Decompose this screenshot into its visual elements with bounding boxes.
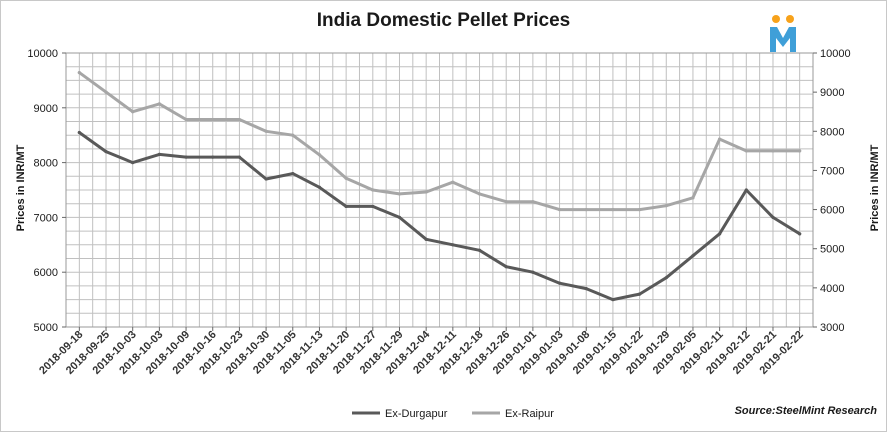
data-point-ex-durgapur xyxy=(131,161,135,165)
data-point-ex-raipur xyxy=(371,188,375,192)
data-point-ex-durgapur xyxy=(771,215,775,219)
data-point-ex-durgapur xyxy=(451,243,455,247)
steelmint-logo-icon xyxy=(770,15,796,52)
data-point-ex-raipur xyxy=(557,207,562,212)
data-point-ex-durgapur xyxy=(317,185,322,189)
data-point-ex-durgapur xyxy=(291,171,295,176)
y-right-tick-label: 6000 xyxy=(820,205,844,217)
series-line-ex-durgapur xyxy=(77,131,802,302)
data-point-ex-raipur xyxy=(424,190,428,194)
legend-label: Ex-Raipur xyxy=(505,408,554,420)
source-note: Source:SteelMint Research xyxy=(734,405,877,417)
y-left-tick-label: 9000 xyxy=(34,103,58,115)
data-point-ex-durgapur xyxy=(611,298,615,302)
y-axis-left-title: Prices in INR/MT xyxy=(15,144,27,231)
y-right-tick-label: 5000 xyxy=(820,244,844,256)
data-point-ex-durgapur xyxy=(664,276,668,280)
data-point-ex-durgapur xyxy=(744,188,748,192)
data-point-ex-durgapur xyxy=(531,270,535,274)
y-right-tick-label: 7000 xyxy=(820,165,844,177)
y-axis-right: 3000 4000 5000 6000 7000 8000 9000 10000 xyxy=(813,48,851,334)
data-point-ex-durgapur xyxy=(477,248,482,252)
data-point-ex-raipur xyxy=(157,102,161,106)
data-point-ex-durgapur xyxy=(584,287,588,291)
legend-label: Ex-Durgapur xyxy=(385,408,448,420)
data-point-ex-raipur xyxy=(264,129,268,133)
grid-lines xyxy=(65,52,814,328)
data-point-ex-raipur xyxy=(611,207,615,212)
data-point-ex-durgapur xyxy=(424,237,428,241)
data-point-ex-raipur xyxy=(798,149,802,153)
data-point-ex-raipur xyxy=(237,117,242,122)
series-line-ex-raipur xyxy=(77,71,802,212)
data-point-ex-durgapur xyxy=(637,292,642,296)
data-point-ex-durgapur xyxy=(344,204,348,209)
data-point-ex-raipur xyxy=(477,192,482,196)
y-left-tick-label: 5000 xyxy=(34,322,58,334)
data-point-ex-raipur xyxy=(451,180,455,184)
data-point-ex-raipur xyxy=(397,192,402,196)
y-left-tick-label: 8000 xyxy=(34,158,58,170)
y-right-tick-label: 8000 xyxy=(820,126,844,138)
y-left-tick-label: 6000 xyxy=(34,267,58,279)
data-point-ex-raipur xyxy=(317,153,322,157)
y-right-tick-label: 9000 xyxy=(820,87,844,99)
data-point-ex-durgapur xyxy=(798,232,802,236)
data-point-ex-durgapur xyxy=(718,232,722,236)
data-point-ex-durgapur xyxy=(557,281,562,285)
data-point-ex-raipur xyxy=(718,137,722,141)
data-point-ex-raipur xyxy=(291,133,295,137)
data-point-ex-raipur xyxy=(691,196,695,200)
data-point-ex-raipur xyxy=(211,117,215,122)
series-lines xyxy=(77,70,802,302)
data-point-ex-durgapur xyxy=(691,254,695,258)
y-left-tick-label: 7000 xyxy=(34,212,58,224)
plot-area-border xyxy=(65,52,814,328)
data-point-ex-raipur xyxy=(664,204,668,208)
chart-title: India Domestic Pellet Prices xyxy=(316,10,571,31)
data-point-ex-durgapur xyxy=(104,150,108,154)
legend: Ex-Durgapur Ex-Raipur xyxy=(352,408,554,420)
y-axis-left: 5000 6000 7000 8000 9000 10000 xyxy=(27,48,66,334)
data-point-ex-raipur xyxy=(504,200,508,204)
data-point-ex-raipur xyxy=(744,149,748,153)
data-point-ex-durgapur xyxy=(184,155,188,159)
data-point-ex-raipur xyxy=(344,176,348,180)
data-point-ex-raipur xyxy=(771,149,775,153)
y-right-tick-label: 10000 xyxy=(820,48,851,60)
data-point-ex-durgapur xyxy=(77,130,81,135)
data-point-ex-raipur xyxy=(131,110,135,114)
data-point-ex-durgapur xyxy=(371,204,375,209)
data-point-ex-raipur xyxy=(184,117,188,122)
y-right-tick-label: 3000 xyxy=(820,322,844,334)
data-point-ex-raipur xyxy=(77,70,81,75)
y-axis-right-title: Prices in INR/MT xyxy=(869,144,881,231)
data-point-ex-raipur xyxy=(637,207,642,212)
data-point-ex-durgapur xyxy=(264,177,268,181)
y-right-tick-label: 4000 xyxy=(820,283,844,295)
data-point-ex-durgapur xyxy=(157,152,161,156)
data-point-ex-durgapur xyxy=(504,265,508,269)
data-point-ex-durgapur xyxy=(397,215,402,219)
data-point-ex-raipur xyxy=(584,207,588,212)
data-point-ex-raipur xyxy=(104,90,108,94)
data-point-ex-durgapur xyxy=(211,155,215,159)
data-point-ex-raipur xyxy=(531,200,535,204)
y-left-tick-label: 10000 xyxy=(27,48,58,60)
x-axis: 2018-09-182018-09-252018-10-032018-10-03… xyxy=(37,327,806,377)
data-point-ex-durgapur xyxy=(237,155,242,159)
